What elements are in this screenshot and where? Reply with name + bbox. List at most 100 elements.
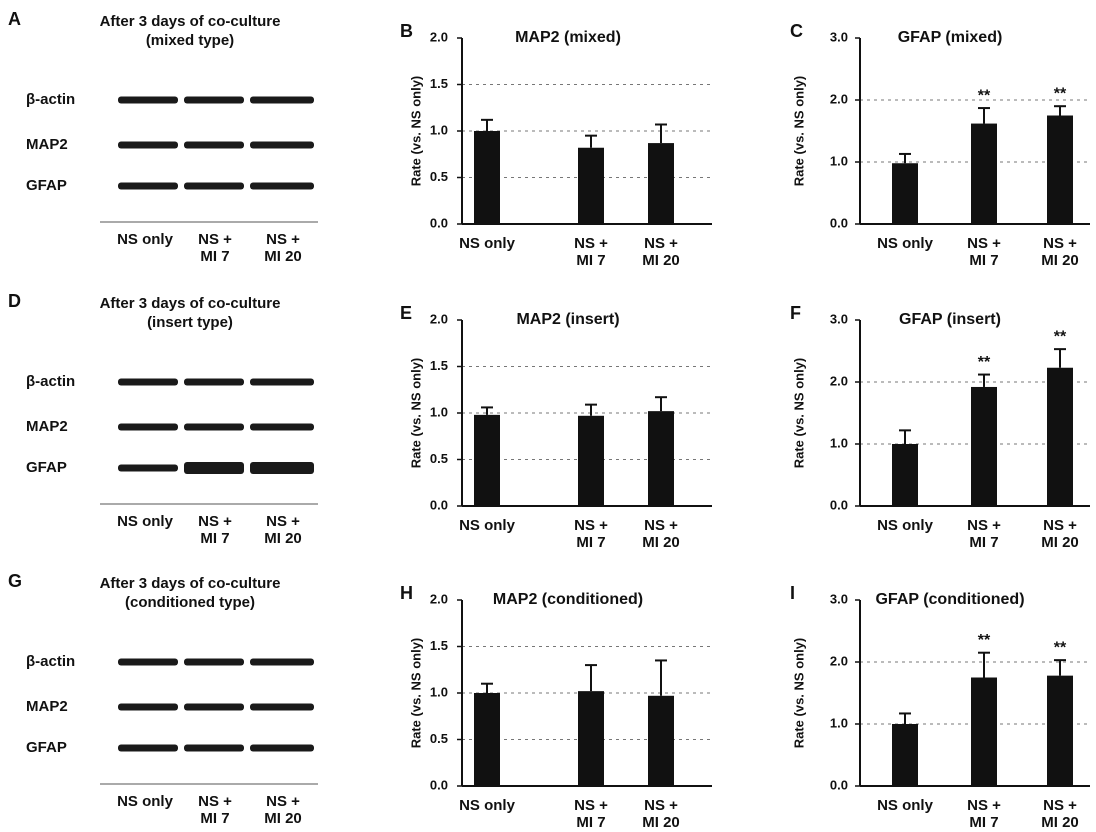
lane-label: MI 7 (200, 248, 229, 265)
y-tick-label: 0.0 (830, 497, 848, 512)
y-tick-label: 1.0 (830, 435, 848, 450)
blot-row-label: GFAP (26, 177, 67, 194)
lane-label: NS + (266, 513, 300, 530)
lane-label: MI 7 (200, 530, 229, 547)
lane-label: MI 20 (264, 530, 302, 547)
panel-letter: D (8, 291, 21, 311)
blot-row-label: MAP2 (26, 136, 68, 153)
y-axis-label: Rate (vs. NS only) (791, 76, 806, 187)
x-tick-label: MI 20 (642, 814, 680, 831)
chart-title: GFAP (conditioned) (875, 591, 1024, 608)
blot-band (118, 142, 178, 149)
lane-label: MI 7 (200, 810, 229, 827)
blot-band (184, 659, 244, 666)
bar (474, 131, 500, 224)
chart-title: MAP2 (insert) (516, 311, 619, 328)
bar (892, 163, 918, 224)
x-tick-label: NS only (877, 235, 933, 252)
blot-band (250, 183, 314, 190)
panel-letter: B (400, 21, 413, 41)
x-tick-label: MI 7 (969, 534, 998, 551)
y-tick-label: 3.0 (830, 311, 848, 326)
y-tick-label: 2.0 (830, 653, 848, 668)
lane-label: MI 20 (264, 810, 302, 827)
panel-letter: F (790, 303, 801, 323)
x-tick-label: MI 20 (1041, 534, 1079, 551)
x-tick-label: MI 7 (576, 252, 605, 269)
x-tick-label: NS only (877, 517, 933, 534)
blot-band (250, 379, 314, 386)
y-tick-label: 1.0 (430, 404, 448, 419)
panel-letter: C (790, 21, 803, 41)
x-tick-label: NS + (574, 797, 608, 814)
y-tick-label: 0.0 (830, 215, 848, 230)
y-tick-label: 2.0 (830, 91, 848, 106)
chart-title: GFAP (insert) (899, 311, 1001, 328)
y-axis-label: Rate (vs. NS only) (408, 358, 423, 469)
bar (648, 411, 674, 506)
x-tick-label: MI 20 (642, 534, 680, 551)
x-tick-label: MI 7 (576, 814, 605, 831)
significance: ** (1054, 639, 1067, 656)
lane-label: NS + (198, 793, 232, 810)
blot-band (118, 424, 178, 431)
y-tick-label: 0.0 (430, 497, 448, 512)
x-tick-label: MI 20 (642, 252, 680, 269)
bar (971, 124, 997, 224)
significance: ** (1054, 328, 1067, 345)
bar (578, 148, 604, 224)
bar (971, 387, 997, 506)
lane-label: NS only (117, 793, 173, 810)
blot-band (184, 462, 244, 474)
lane-label: NS + (266, 231, 300, 248)
y-tick-label: 0.0 (430, 215, 448, 230)
y-tick-label: 0.0 (430, 777, 448, 792)
panel-letter: H (400, 583, 413, 603)
bar (648, 143, 674, 224)
bar (1047, 116, 1073, 225)
chart-title: MAP2 (mixed) (515, 29, 621, 46)
blot-title: After 3 days of co-culture (100, 13, 281, 30)
bar (578, 691, 604, 786)
y-tick-label: 2.0 (430, 591, 448, 606)
significance: ** (978, 632, 991, 649)
y-tick-label: 1.5 (430, 76, 448, 91)
x-tick-label: MI 20 (1041, 252, 1079, 269)
lane-label: NS + (198, 231, 232, 248)
y-axis-label: Rate (vs. NS only) (408, 638, 423, 749)
y-tick-label: 1.0 (430, 684, 448, 699)
y-tick-label: 1.0 (830, 715, 848, 730)
blot-row-label: GFAP (26, 459, 67, 476)
x-tick-label: NS + (644, 235, 678, 252)
x-tick-label: NS + (1043, 517, 1077, 534)
x-tick-label: NS + (1043, 235, 1077, 252)
bar (648, 696, 674, 786)
blot-band (184, 424, 244, 431)
panel-letter: I (790, 583, 795, 603)
y-tick-label: 3.0 (830, 29, 848, 44)
panel-letter: A (8, 9, 21, 29)
bar (578, 416, 604, 506)
x-tick-label: MI 20 (1041, 814, 1079, 831)
y-axis-label: Rate (vs. NS only) (408, 76, 423, 187)
blot-band (184, 183, 244, 190)
x-tick-label: NS + (967, 517, 1001, 534)
y-tick-label: 0.5 (430, 169, 448, 184)
lane-label: NS only (117, 231, 173, 248)
chart-title: GFAP (mixed) (898, 29, 1003, 46)
bar (1047, 368, 1073, 506)
lane-label: NS only (117, 513, 173, 530)
blot-band (250, 659, 314, 666)
blot-band (118, 97, 178, 104)
blot-band (118, 465, 178, 472)
y-tick-label: 2.0 (830, 373, 848, 388)
bar (892, 724, 918, 786)
significance: ** (978, 87, 991, 104)
blot-row-label: β-actin (26, 91, 75, 108)
x-tick-label: NS only (459, 517, 515, 534)
lane-label: MI 20 (264, 248, 302, 265)
y-tick-label: 3.0 (830, 591, 848, 606)
x-tick-label: NS only (877, 797, 933, 814)
blot-band (184, 97, 244, 104)
blot-band (118, 659, 178, 666)
